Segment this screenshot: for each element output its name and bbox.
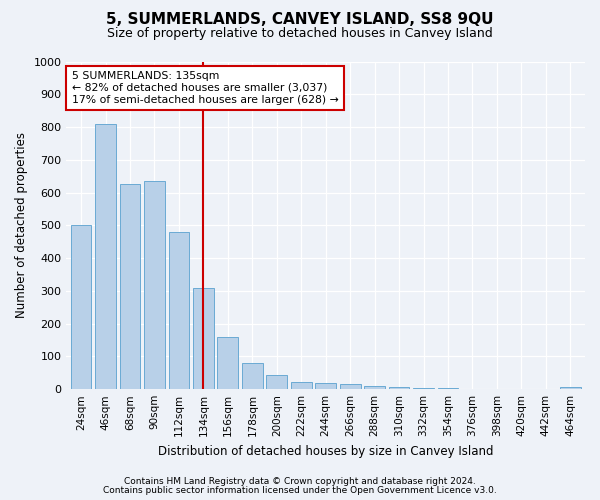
Bar: [437, 388, 458, 389]
Bar: [95, 124, 116, 389]
X-axis label: Distribution of detached houses by size in Canvey Island: Distribution of detached houses by size …: [158, 444, 493, 458]
Bar: [316, 382, 336, 389]
Text: Contains HM Land Registry data © Crown copyright and database right 2024.: Contains HM Land Registry data © Crown c…: [124, 477, 476, 486]
Bar: [71, 226, 91, 389]
Text: Size of property relative to detached houses in Canvey Island: Size of property relative to detached ho…: [107, 28, 493, 40]
Bar: [193, 288, 214, 389]
Bar: [291, 382, 311, 389]
Bar: [242, 363, 263, 389]
Bar: [266, 376, 287, 389]
Text: Contains public sector information licensed under the Open Government Licence v3: Contains public sector information licen…: [103, 486, 497, 495]
Text: 5, SUMMERLANDS, CANVEY ISLAND, SS8 9QU: 5, SUMMERLANDS, CANVEY ISLAND, SS8 9QU: [106, 12, 494, 28]
Text: 5 SUMMERLANDS: 135sqm
← 82% of detached houses are smaller (3,037)
17% of semi-d: 5 SUMMERLANDS: 135sqm ← 82% of detached …: [71, 72, 338, 104]
Bar: [389, 387, 409, 389]
Bar: [364, 386, 385, 389]
Bar: [462, 388, 483, 389]
Bar: [169, 232, 190, 389]
Bar: [119, 184, 140, 389]
Bar: [560, 386, 581, 389]
Y-axis label: Number of detached properties: Number of detached properties: [15, 132, 28, 318]
Bar: [413, 388, 434, 389]
Bar: [217, 337, 238, 389]
Bar: [144, 181, 165, 389]
Bar: [340, 384, 361, 389]
